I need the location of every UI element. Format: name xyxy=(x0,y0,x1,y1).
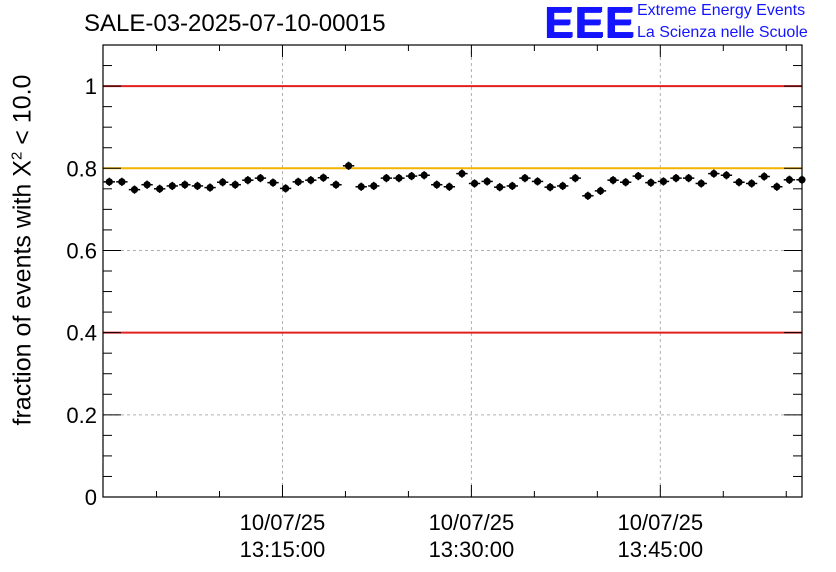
data-point xyxy=(722,171,731,179)
data-point xyxy=(659,177,668,186)
data-point xyxy=(307,176,315,184)
data-point xyxy=(433,181,441,189)
data-point xyxy=(622,178,630,186)
data-point xyxy=(508,182,516,190)
data-point xyxy=(130,186,139,194)
plot-frame xyxy=(102,44,803,498)
data-point xyxy=(710,170,718,178)
data-point xyxy=(344,162,353,170)
data-point xyxy=(382,174,390,182)
x-tick-label-date: 10/07/25 xyxy=(617,510,703,535)
data-point xyxy=(168,182,176,190)
data-point xyxy=(559,182,567,190)
data-point xyxy=(118,178,126,186)
data-point xyxy=(470,179,479,188)
data-point xyxy=(319,174,328,182)
logo-line-1: Extreme Energy Events xyxy=(637,2,806,19)
data-point xyxy=(395,174,403,182)
data-point xyxy=(294,178,302,186)
logo-line-2: La Scienza nelle Scuole xyxy=(637,24,808,41)
data-point xyxy=(143,181,151,189)
y-tick-label: 1 xyxy=(85,74,97,99)
data-point xyxy=(546,183,554,191)
data-point xyxy=(748,179,756,188)
data-point xyxy=(596,187,605,195)
data-point xyxy=(181,181,189,189)
eee-logo: EEE Extreme Energy Events La Scienza nel… xyxy=(544,0,834,46)
data-point xyxy=(445,183,453,191)
data-point xyxy=(735,178,743,186)
data-point xyxy=(798,176,806,184)
x-tick-label-date: 10/07/25 xyxy=(429,510,515,535)
y-tick-label: 0.2 xyxy=(66,403,97,428)
y-tick-label: 0.6 xyxy=(66,238,97,263)
data-point xyxy=(370,182,378,190)
y-tick-label: 0 xyxy=(85,485,97,510)
data-point xyxy=(785,176,794,184)
data-point xyxy=(206,183,214,192)
data-point xyxy=(219,178,227,186)
data-point xyxy=(332,181,340,189)
x-tick-label-time: 13:15:00 xyxy=(240,537,326,562)
x-tick-label-date: 10/07/25 xyxy=(240,510,326,535)
data-point xyxy=(647,179,655,187)
data-point xyxy=(420,171,428,179)
data-point xyxy=(244,176,252,184)
data-point xyxy=(357,183,365,191)
data-point xyxy=(571,174,579,182)
x-tick-label-time: 13:30:00 xyxy=(429,537,515,562)
data-point xyxy=(231,181,239,189)
data-point xyxy=(407,172,416,180)
chart-title: SALE-03-2025-07-10-00015 xyxy=(84,10,386,37)
data-point xyxy=(496,183,504,191)
data-point xyxy=(773,183,781,191)
data-point xyxy=(105,178,113,186)
y-tick-label: 0.4 xyxy=(66,321,97,346)
data-point xyxy=(584,192,592,200)
data-point xyxy=(256,174,265,182)
data-point xyxy=(269,179,277,187)
data-point xyxy=(483,177,491,186)
data-point xyxy=(609,176,617,184)
data-point xyxy=(521,174,529,182)
logo-mark: EEE xyxy=(544,0,636,47)
y-tick-label: 0.8 xyxy=(66,156,97,181)
data-point xyxy=(282,184,290,193)
data-point xyxy=(685,174,693,182)
data-point xyxy=(193,182,202,190)
data-point xyxy=(156,185,164,193)
data-point xyxy=(672,174,680,182)
data-point xyxy=(634,172,642,180)
data-point xyxy=(760,172,768,181)
data-point xyxy=(533,177,542,186)
x-tick-label-time: 13:45:00 xyxy=(617,537,703,562)
data-point xyxy=(458,170,466,178)
data-point xyxy=(697,179,705,188)
